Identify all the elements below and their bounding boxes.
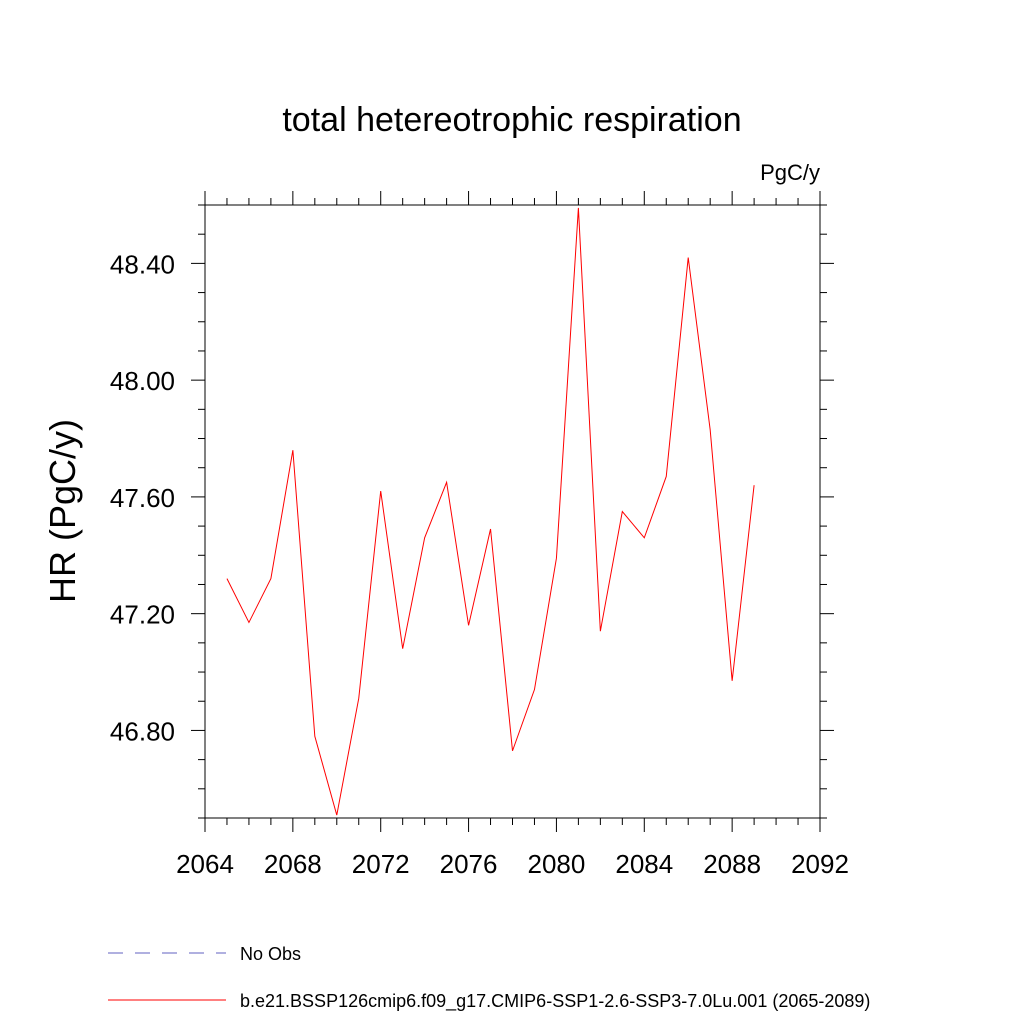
x-tick-label: 2080 <box>528 849 586 879</box>
y-axis-label: HR (PgC/y) <box>42 419 83 603</box>
x-tick-label: 2092 <box>791 849 849 879</box>
data-point <box>379 490 382 493</box>
data-point <box>247 621 250 624</box>
data-point <box>753 484 756 487</box>
data-point <box>731 679 734 682</box>
data-point <box>269 577 272 580</box>
data-point <box>577 206 580 209</box>
y-tick-label: 47.20 <box>110 600 175 630</box>
y-tick-label: 48.00 <box>110 366 175 396</box>
y-tick-label: 47.60 <box>110 483 175 513</box>
chart-title: total hetereotrophic respiration <box>282 101 741 139</box>
data-point <box>423 536 426 539</box>
data-point <box>709 428 712 431</box>
data-point <box>467 624 470 627</box>
data-point <box>489 528 492 531</box>
data-point <box>401 647 404 650</box>
x-tick-label: 2084 <box>615 849 673 879</box>
x-tick-label: 2068 <box>264 849 322 879</box>
data-point <box>445 481 448 484</box>
data-point <box>555 557 558 560</box>
legend-label: b.e21.BSSP126cmip6.f09_g17.CMIP6-SSP1-2.… <box>240 991 870 1012</box>
x-tick-label: 2064 <box>176 849 234 879</box>
units-label: PgC/y <box>760 160 820 185</box>
data-series <box>225 206 756 817</box>
y-tick-label: 46.80 <box>110 716 175 746</box>
data-point <box>687 256 690 259</box>
data-point <box>643 536 646 539</box>
data-point <box>335 814 338 817</box>
x-tick-label: 2076 <box>440 849 498 879</box>
data-point <box>599 630 602 633</box>
x-tick-label: 2088 <box>703 849 761 879</box>
data-point <box>357 697 360 700</box>
series-line <box>226 207 755 816</box>
data-point <box>621 510 624 513</box>
legend-label: No Obs <box>240 944 301 964</box>
x-tick-label: 2072 <box>352 849 410 879</box>
data-point <box>313 735 316 738</box>
data-point <box>665 475 668 478</box>
data-point <box>225 577 228 580</box>
y-tick-label: 48.40 <box>110 249 175 279</box>
axis-ticks <box>191 191 834 832</box>
data-point <box>533 688 536 691</box>
data-point <box>291 449 294 452</box>
axis-tick-labels: 2064 2068 2072 2076 2080 2084 2088 2092 46.80 47.… <box>110 249 849 879</box>
legend: No Obs b.e21.BSSP126cmip6.f09_g17.CMIP6-S… <box>108 944 870 1012</box>
data-point <box>511 749 514 752</box>
